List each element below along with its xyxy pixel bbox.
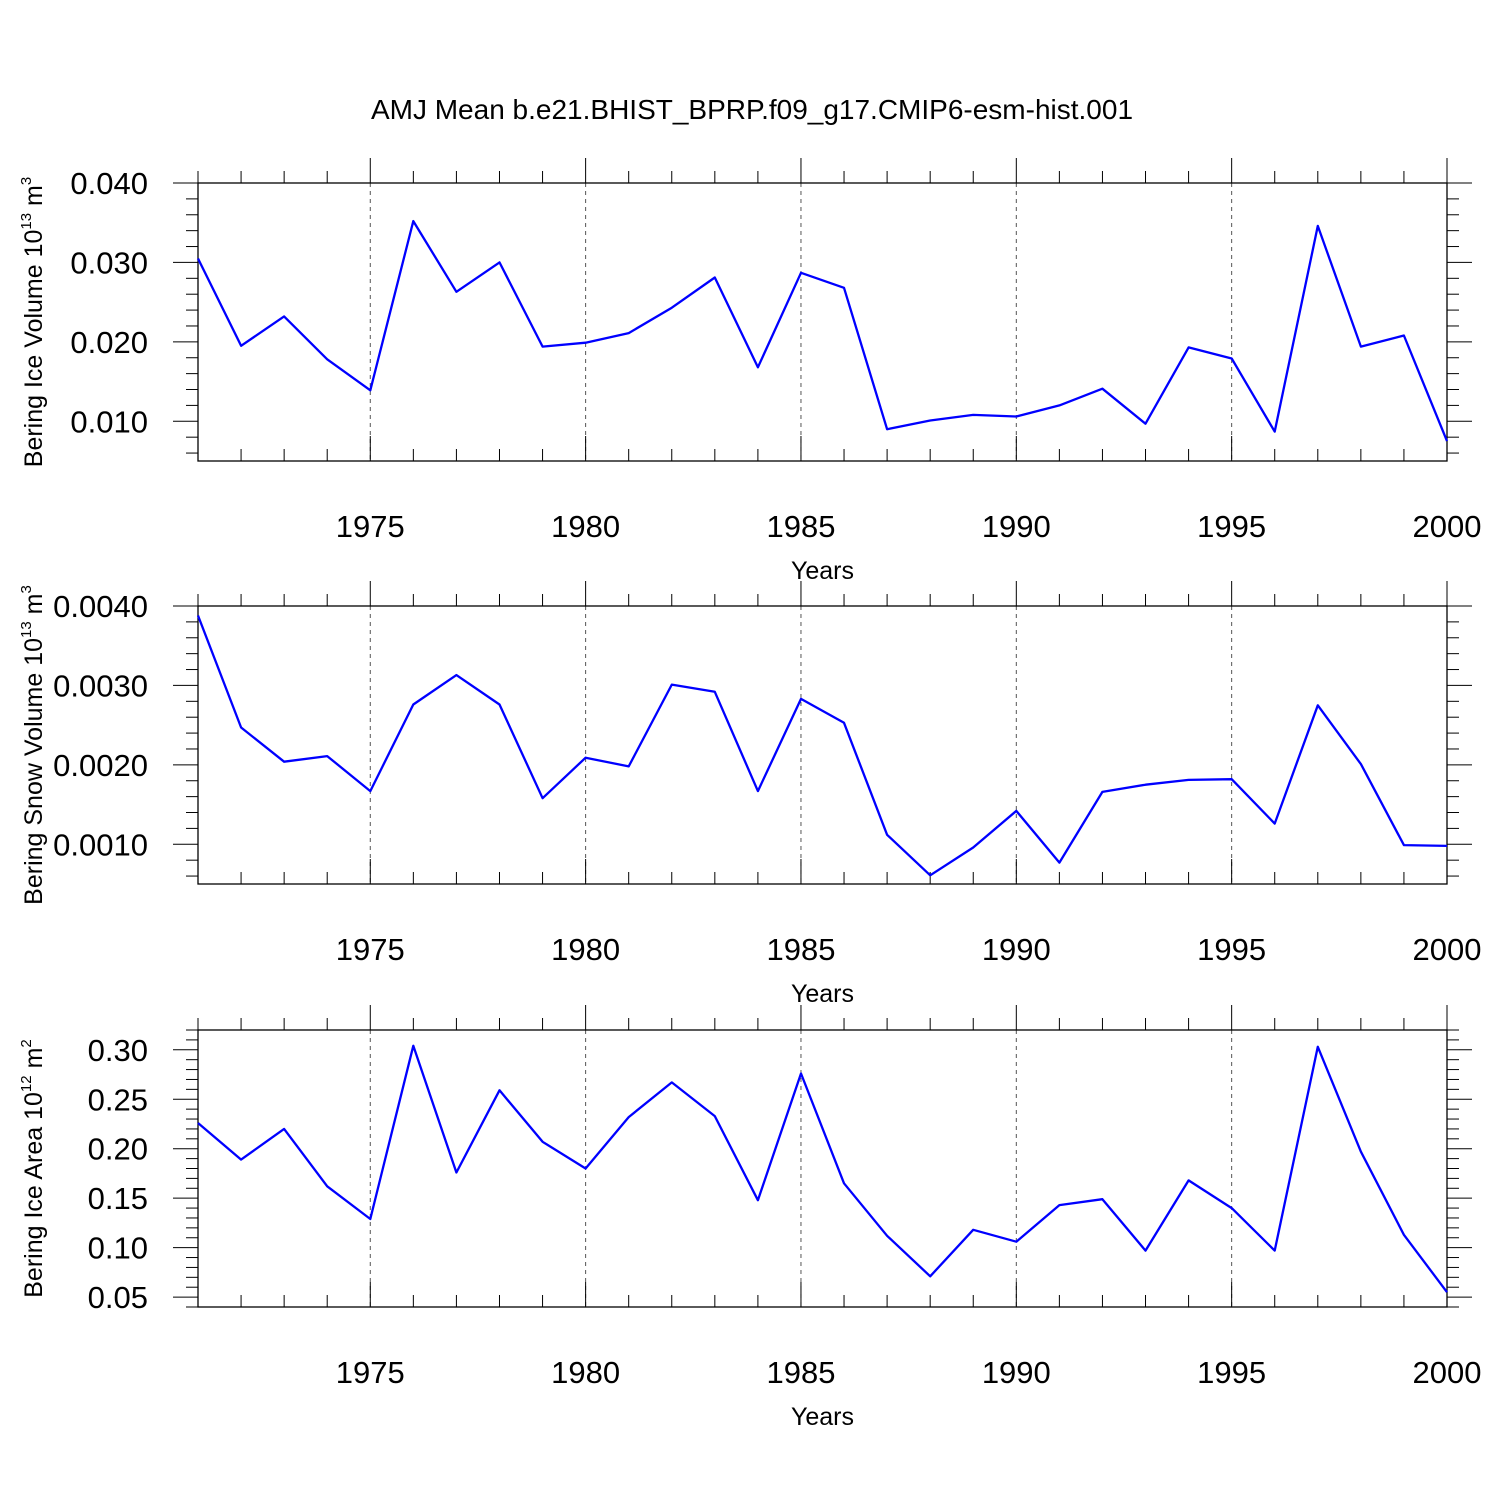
- ice-volume-xtick-label: 1990: [982, 509, 1051, 544]
- ice-volume-ylabel: Bering Ice Volume 1013 m3: [18, 177, 48, 467]
- ice-volume-ytick-label: 0.010: [70, 404, 148, 439]
- ice-area-panel: 0.05 0.10 0.15 0.20 0.25 0.30 1975 1980 1985 1990…: [18, 1005, 1481, 1431]
- ice-area-ytick-label: 0.30: [88, 1033, 148, 1068]
- snow-volume-ytick-label: 0.0040: [53, 589, 148, 624]
- snow-volume-xtick-label: 2000: [1413, 932, 1482, 967]
- ice-volume-xtick-label: 1995: [1197, 509, 1266, 544]
- ice-area-xtick-label: 1995: [1197, 1355, 1266, 1390]
- ice-volume-ytick-label: 0.030: [70, 245, 148, 280]
- snow-volume-xtick-label: 1975: [336, 932, 405, 967]
- snow-volume-ytick-label: 0.0030: [53, 668, 148, 703]
- ice-area-ytick-label: 0.10: [88, 1231, 148, 1266]
- ice-area-ytick-label: 0.25: [88, 1082, 148, 1117]
- snow-volume-ytick-label: 0.0010: [53, 827, 148, 862]
- snow-volume-plot-frame: [197, 605, 1448, 885]
- ice-area-ytick-label: 0.20: [88, 1132, 148, 1167]
- snow-volume-panel: 0.0010 0.0020 0.0030 0.0040 1975 1980 1985 1990…: [18, 581, 1481, 1008]
- ice-volume-xtick-label: 1975: [336, 509, 405, 544]
- snow-volume-ylabel: Bering Snow Volume 1013 m3: [18, 585, 48, 905]
- ice-area-xlabel: Years: [791, 1403, 854, 1431]
- ice-area-plot-frame: [197, 1029, 1448, 1308]
- ice-area-xtick-label: 1990: [982, 1355, 1051, 1390]
- ice-volume-xtick-label: 1985: [766, 509, 835, 544]
- chart-title: AMJ Mean b.e21.BHIST_BPRP.f09_g17.CMIP6-…: [371, 94, 1133, 125]
- ice-volume-xtick-label: 1980: [551, 509, 620, 544]
- ice-area-xtick-label: 2000: [1413, 1355, 1482, 1390]
- snow-volume-xlabel: Years: [791, 980, 854, 1008]
- ice-area-ylabel: Bering Ice Area 1012 m2: [18, 1039, 48, 1298]
- ice-volume-xtick-label: 2000: [1413, 509, 1482, 544]
- ice-area-xtick-label: 1985: [766, 1355, 835, 1390]
- ice-area-xtick-label: 1975: [336, 1355, 405, 1390]
- ice-volume-series-line: [196, 219, 1449, 442]
- ice-area-ytick-label: 0.05: [88, 1280, 148, 1315]
- ice-volume-plot-frame: [197, 182, 1448, 462]
- snow-volume-xtick-label: 1990: [982, 932, 1051, 967]
- snow-volume-xtick-label: 1985: [766, 932, 835, 967]
- ice-area-xtick-label: 1980: [551, 1355, 620, 1390]
- ice-volume-panel: 0.010 0.020 0.030 0.040 1975 1980 1985 1990 1995…: [18, 158, 1481, 585]
- snow-volume-xtick-label: 1980: [551, 932, 620, 967]
- ice-area-series-line: [197, 1044, 1448, 1293]
- snow-volume-xtick-label: 1995: [1197, 932, 1266, 967]
- ice-area-ytick-label: 0.15: [88, 1181, 148, 1216]
- snow-volume-ytick-label: 0.0020: [53, 748, 148, 783]
- snow-volume-series-line: [196, 615, 1448, 877]
- ice-volume-ytick-label: 0.040: [70, 166, 148, 201]
- ice-volume-ytick-label: 0.020: [70, 325, 148, 360]
- ice-volume-xlabel: Years: [791, 557, 854, 585]
